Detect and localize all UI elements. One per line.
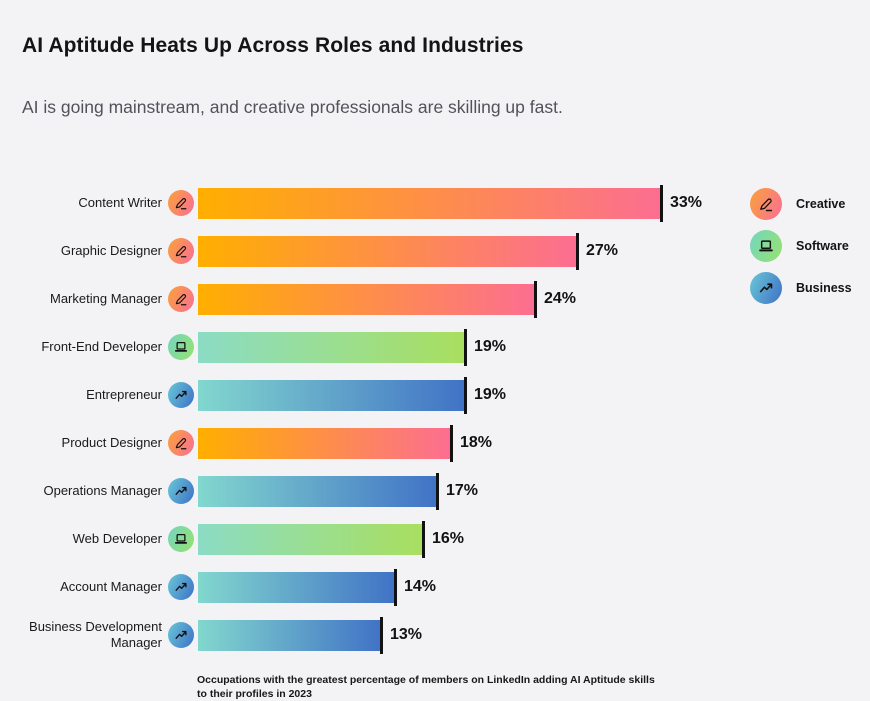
bar-value-label: 13%	[390, 626, 423, 643]
row-label: Entrepreneur	[86, 387, 162, 402]
bar-area: 27%	[198, 232, 745, 270]
laptop-icon	[168, 334, 194, 360]
bar	[198, 283, 534, 315]
chart-row: Content Writer 33%	[0, 179, 745, 227]
bar-value-label: 19%	[474, 338, 507, 355]
chart-row: Front-End Developer 19%	[0, 323, 745, 371]
bar-endcap	[576, 232, 579, 270]
row-label: Business Development Manager	[29, 619, 162, 650]
row-label: Graphic Designer	[60, 243, 162, 258]
chart-row: Product Designer 18%	[0, 419, 745, 467]
bar-endcap	[660, 184, 663, 222]
bar	[198, 379, 464, 411]
row-label: Content Writer	[78, 195, 162, 210]
legend-label: Creative	[796, 197, 846, 211]
bar	[198, 475, 436, 507]
trend-up-icon	[168, 574, 194, 600]
bar-value-label: 33%	[670, 194, 703, 211]
trend-up-icon	[750, 272, 782, 304]
bar-value-label: 14%	[404, 578, 437, 595]
bar	[198, 523, 422, 555]
bar	[198, 331, 464, 363]
legend-item-business: Business	[750, 272, 852, 304]
legend-label: Software	[796, 239, 849, 253]
pen-icon	[168, 430, 194, 456]
bar	[198, 619, 380, 651]
pen-icon	[168, 286, 194, 312]
trend-up-icon	[168, 622, 194, 648]
chart-row: Business Development Manager 13%	[0, 611, 745, 659]
bar-endcap	[464, 376, 467, 414]
row-label: Front-End Developer	[41, 339, 162, 354]
pen-icon	[750, 188, 782, 220]
bar-area: 18%	[198, 424, 745, 462]
bar-endcap	[534, 280, 537, 318]
legend-item-creative: Creative	[750, 188, 852, 220]
trend-up-icon	[168, 478, 194, 504]
row-label: Web Developer	[72, 531, 162, 546]
row-label: Account Manager	[60, 579, 162, 594]
trend-up-icon	[168, 382, 194, 408]
bar-endcap	[422, 520, 425, 558]
bar	[198, 235, 576, 267]
bar-area: 16%	[198, 520, 745, 558]
bar	[198, 187, 660, 219]
chart-row: Operations Manager 17%	[0, 467, 745, 515]
bar	[198, 427, 450, 459]
chart-row: Entrepreneur 19%	[0, 371, 745, 419]
row-label: Product Designer	[61, 435, 162, 450]
laptop-icon	[168, 526, 194, 552]
pen-icon	[168, 238, 194, 264]
pen-icon	[168, 190, 194, 216]
bar-endcap	[450, 424, 453, 462]
bar-area: 24%	[198, 280, 745, 318]
bar-value-label: 17%	[446, 482, 479, 499]
row-label: Marketing Manager	[50, 291, 162, 306]
legend-label: Business	[796, 281, 852, 295]
chart-row: Marketing Manager 24%	[0, 275, 745, 323]
chart-footnote: Occupations with the greatest percentage…	[197, 673, 655, 700]
laptop-icon	[750, 230, 782, 262]
page-subtitle: AI is going mainstream, and creative pro…	[22, 96, 563, 117]
bar-area: 19%	[198, 376, 745, 414]
chart-row: Graphic Designer 27%	[0, 227, 745, 275]
row-label: Operations Manager	[43, 483, 162, 498]
bar-endcap	[394, 568, 397, 606]
bar-value-label: 16%	[432, 530, 465, 547]
bar-endcap	[436, 472, 439, 510]
bar-value-label: 19%	[474, 386, 507, 403]
bar-endcap	[380, 616, 383, 654]
chart-row: Web Developer 16%	[0, 515, 745, 563]
legend: Creative Software Business	[750, 188, 852, 314]
bar-chart: Content Writer 33% Graphic Designer 27% Mark…	[0, 179, 745, 659]
bar-area: 13%	[198, 616, 745, 654]
bar-area: 19%	[198, 328, 745, 366]
bar-area: 33%	[198, 184, 745, 222]
chart-row: Account Manager 14%	[0, 563, 745, 611]
bar-area: 14%	[198, 568, 745, 606]
bar-value-label: 27%	[586, 242, 619, 259]
bar-value-label: 18%	[460, 434, 493, 451]
bar-value-label: 24%	[544, 290, 577, 307]
bar-area: 17%	[198, 472, 745, 510]
page-title: AI Aptitude Heats Up Across Roles and In…	[22, 34, 524, 58]
bar	[198, 571, 394, 603]
bar-endcap	[464, 328, 467, 366]
legend-item-software: Software	[750, 230, 852, 262]
